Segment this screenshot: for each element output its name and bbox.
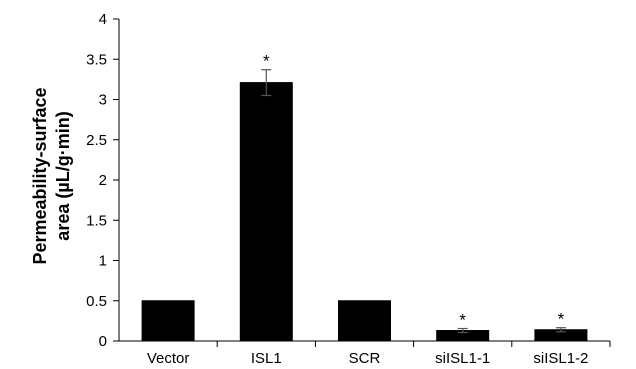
x-tick-label: siISL1-1 bbox=[435, 350, 490, 367]
significance-star: * bbox=[263, 52, 270, 71]
y-tick-label: 2 bbox=[99, 172, 107, 189]
bar-vector bbox=[141, 300, 195, 342]
x-tick-label: siISL1-2 bbox=[533, 350, 588, 367]
bar-scr bbox=[338, 300, 391, 342]
x-tick-label: SCR bbox=[349, 350, 381, 367]
y-axis-label-line-2: area (µL/g·min) bbox=[53, 111, 73, 240]
y-tick-label: 3.5 bbox=[86, 51, 107, 68]
y-axis-label-line-1: Permeability-surface bbox=[30, 87, 50, 264]
bar-isl1 bbox=[239, 82, 293, 342]
y-tick-label: 0.5 bbox=[86, 293, 107, 310]
x-axis-tick-labels: Vector ISL1 SCR siISL1-1 siISL1-2 bbox=[147, 350, 589, 367]
significance-star: * bbox=[459, 311, 466, 330]
y-tick-label: 4 bbox=[99, 11, 107, 28]
y-tick-label: 1.5 bbox=[86, 212, 107, 229]
y-tick-label: 2.5 bbox=[86, 132, 107, 149]
y-tick-label: 1 bbox=[99, 253, 107, 270]
error-bar bbox=[457, 327, 468, 334]
significance-markers: * * * bbox=[263, 52, 565, 330]
x-tick-label: ISL1 bbox=[251, 350, 282, 367]
bars bbox=[141, 82, 588, 342]
y-axis-ticks: 0 0.5 1 1.5 2 2.5 3 3.5 4 bbox=[86, 11, 119, 350]
y-tick-label: 0 bbox=[99, 333, 107, 350]
error-bar bbox=[261, 69, 272, 97]
y-axis-label: Permeability-surface area (µL/g·min) bbox=[30, 87, 73, 264]
error-bars bbox=[261, 69, 566, 334]
x-tick-label: Vector bbox=[147, 350, 190, 367]
significance-star: * bbox=[558, 310, 565, 329]
y-tick-label: 3 bbox=[99, 92, 107, 109]
x-axis-ticks bbox=[216, 341, 611, 347]
error-bar bbox=[555, 327, 566, 333]
